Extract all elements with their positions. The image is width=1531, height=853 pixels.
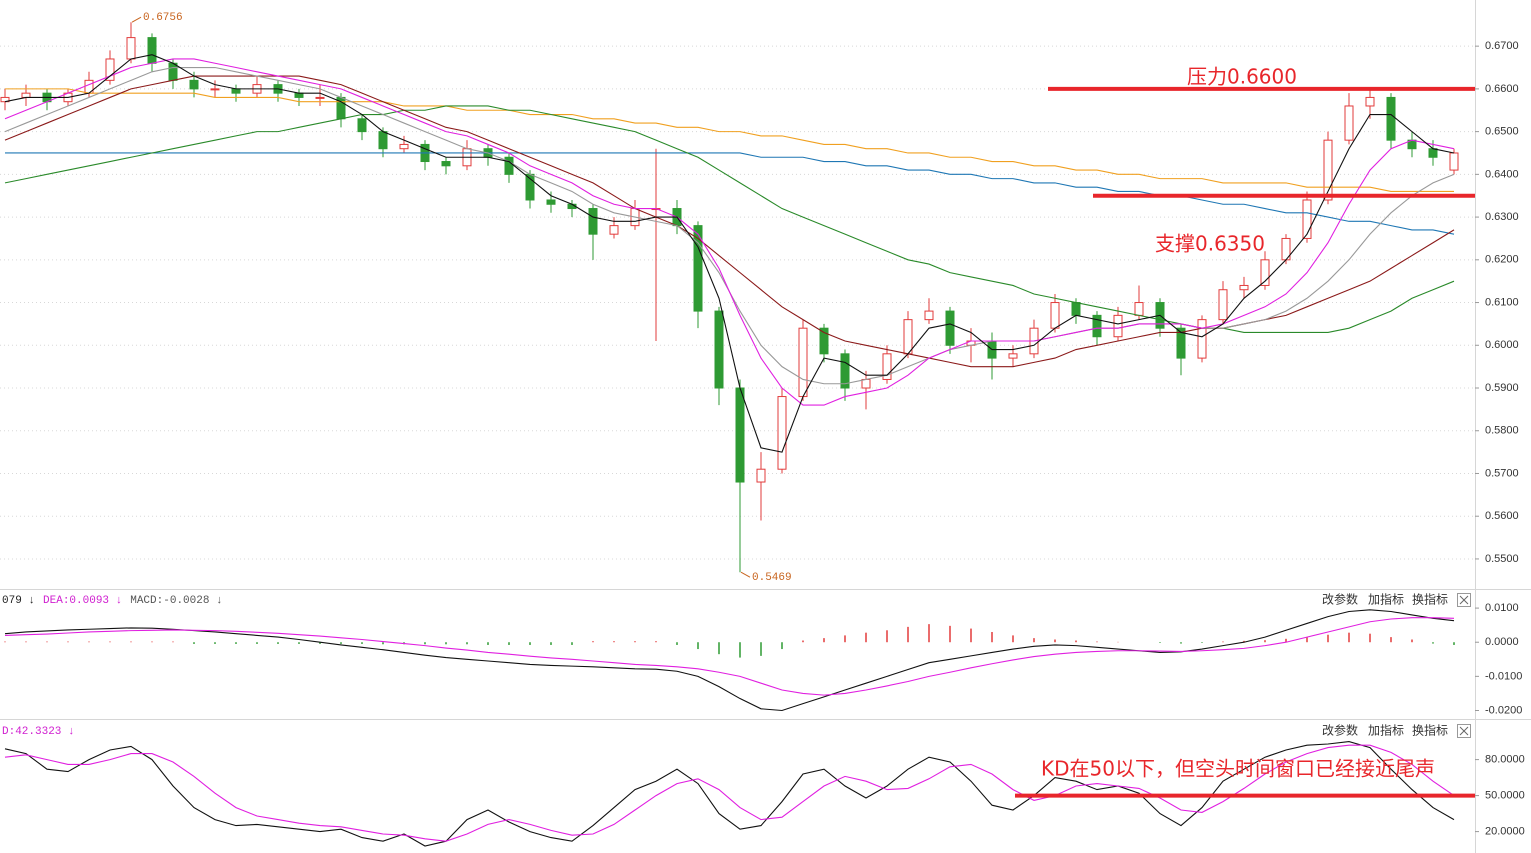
y-tick-label: 0.6400 (1485, 168, 1519, 180)
candle-body (546, 199, 556, 205)
candle-body (1176, 327, 1186, 359)
y-tick-label: 50.0000 (1485, 790, 1525, 802)
candle-body (168, 62, 178, 81)
level-label: KD在50以下，但空头时间窗口已经接近尾声 (1041, 757, 1435, 781)
y-tick-label: 0.6700 (1485, 40, 1519, 52)
y-tick-label: 0.6000 (1485, 339, 1519, 351)
y-tick-label: -0.0200 (1485, 704, 1522, 716)
y-tick-label: 0.5500 (1485, 553, 1519, 565)
candle-body (819, 327, 829, 355)
indicator-line (5, 152, 1455, 235)
indicator-button[interactable]: 加指标 (1368, 592, 1404, 607)
candle-body (693, 225, 703, 312)
candle-body (945, 310, 955, 346)
candle-body (882, 353, 892, 380)
indicator-header: 079 ↓ (2, 595, 35, 607)
indicator-header: DEA:0.0093 ↓ (43, 595, 122, 607)
candle-body (1344, 105, 1354, 141)
y-tick-label: 20.0000 (1485, 826, 1525, 838)
y-tick-label: 0.6500 (1485, 126, 1519, 138)
indicator-button[interactable]: 改参数 (1322, 723, 1358, 738)
y-tick-label: 0.5900 (1485, 382, 1519, 394)
y-tick-label: 80.0000 (1485, 754, 1525, 766)
indicator-line (4, 744, 1455, 842)
candle-body (189, 79, 199, 90)
extreme-label: 0.6756 (143, 12, 183, 24)
candle-body (441, 161, 451, 167)
candle-body (1302, 199, 1312, 239)
indicator-header: D:42.3323 ↓ (2, 726, 75, 738)
y-tick-label: 0.5800 (1485, 425, 1519, 437)
y-tick-label: -0.0100 (1485, 670, 1522, 682)
y-tick-label: 0.6600 (1485, 83, 1519, 95)
level-label: 压力0.6600 (1187, 65, 1297, 89)
y-tick-label: 0.5700 (1485, 467, 1519, 479)
candle-body (21, 92, 31, 98)
candle-body (840, 353, 850, 389)
extreme-pointer (131, 16, 142, 23)
candle-body (210, 88, 220, 91)
candle-body (1365, 96, 1375, 107)
candle-body (1218, 289, 1228, 321)
candle-body (1428, 148, 1438, 158)
candle-body (1134, 302, 1144, 316)
candle-body (588, 208, 598, 235)
indicator-button[interactable]: 换指标 (1412, 592, 1448, 607)
candle-body (798, 327, 808, 398)
indicator-line (4, 58, 1455, 406)
level-label: 支撑0.6350 (1155, 232, 1265, 256)
candle-body (1386, 96, 1396, 141)
candle-body (1323, 139, 1333, 201)
candle-body (756, 468, 766, 483)
candle-body (126, 37, 136, 60)
indicator-button[interactable]: 改参数 (1322, 592, 1358, 607)
y-tick-label: 0.5600 (1485, 510, 1519, 522)
candle-body (378, 131, 388, 150)
close-button[interactable] (1457, 724, 1471, 738)
indicator-line (4, 54, 1455, 453)
indicator-header: MACD:-0.0028 ↓ (130, 595, 222, 607)
indicator-line (4, 609, 1455, 712)
candle-body (1050, 302, 1060, 329)
candle-body (903, 319, 913, 355)
candle-body (1449, 152, 1459, 171)
extreme-label: 0.5469 (752, 572, 792, 584)
candle-body (735, 387, 745, 483)
indicator-button[interactable]: 加指标 (1368, 723, 1404, 738)
y-tick-label: 0.0000 (1485, 636, 1519, 648)
candle-body (1260, 259, 1270, 286)
candle-body (294, 92, 304, 98)
candle-body (147, 37, 157, 64)
candle-body (609, 225, 619, 235)
candle-body (777, 396, 787, 470)
candle-body (924, 310, 934, 321)
candle-body (357, 118, 367, 133)
candle-body (105, 58, 115, 81)
candle-body (231, 88, 241, 94)
candle-body (1197, 319, 1207, 359)
indicator-line (4, 617, 1455, 696)
y-tick-label: 0.6300 (1485, 211, 1519, 223)
close-button[interactable] (1457, 593, 1471, 607)
candle-body (504, 156, 514, 175)
indicator-line (5, 88, 1454, 192)
candle-body (399, 143, 409, 150)
extreme-pointer (740, 571, 751, 578)
candle-body (1008, 353, 1018, 359)
candle-body (1239, 284, 1249, 291)
indicator-button[interactable]: 换指标 (1412, 723, 1448, 738)
candle-body (861, 378, 871, 389)
candle-body (1113, 314, 1123, 338)
candle-body (1092, 314, 1102, 338)
y-tick-label: 0.6200 (1485, 254, 1519, 266)
candle-body (315, 96, 325, 99)
y-tick-label: 0.6100 (1485, 296, 1519, 308)
candle-body (1071, 302, 1081, 316)
candle-body (714, 310, 724, 389)
y-tick-label: 0.0100 (1485, 602, 1519, 614)
